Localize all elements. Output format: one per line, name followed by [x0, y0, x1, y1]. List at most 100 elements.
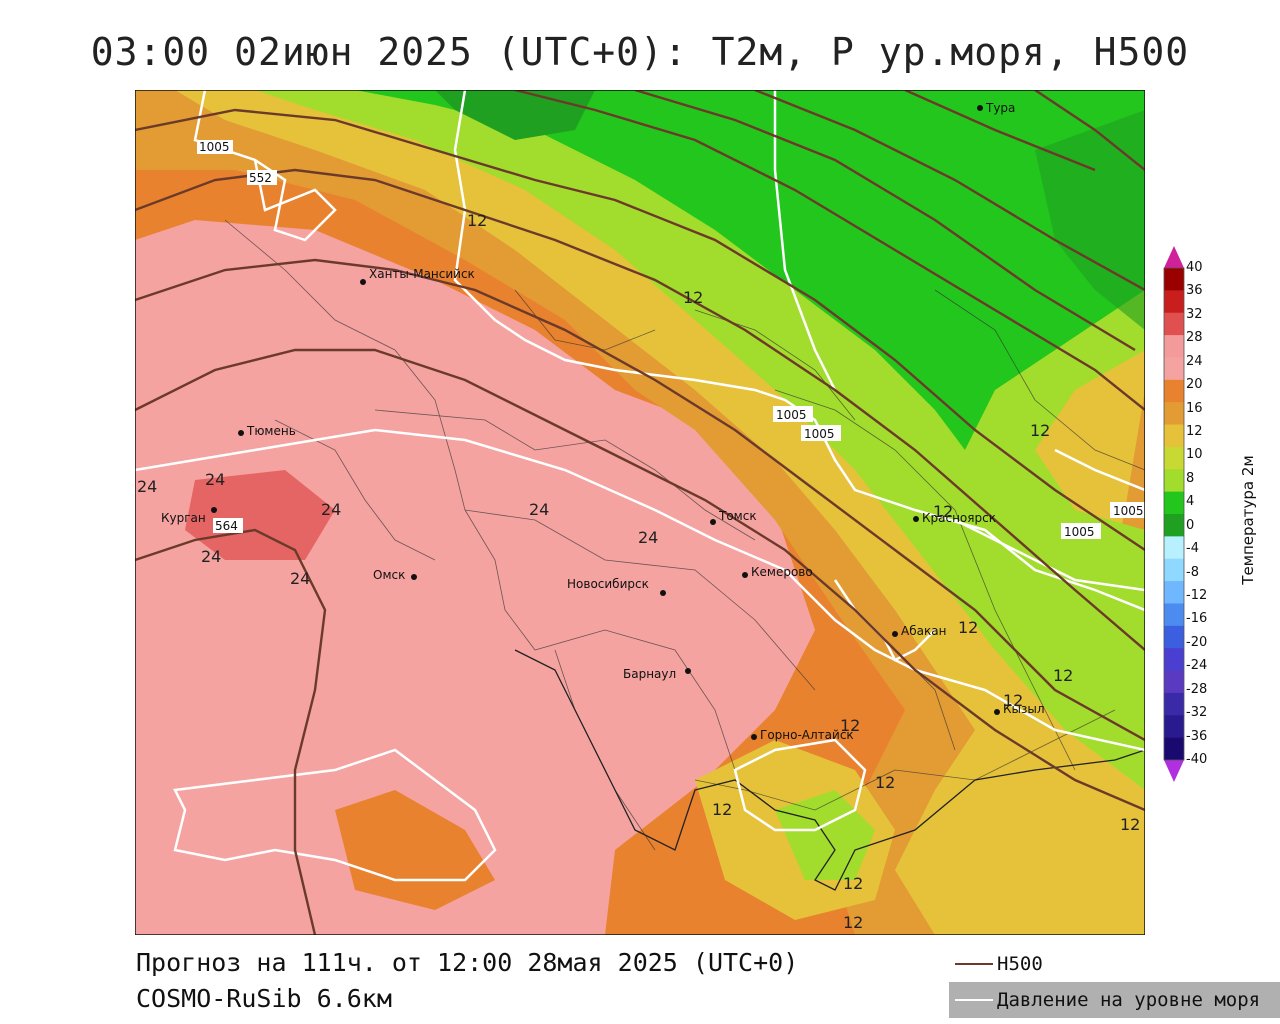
colorbar-segment [1164, 312, 1184, 336]
pressure-labels: 1005 1005 1005 1005 1005 [197, 140, 1145, 539]
colorbar-tick-label: 10 [1186, 447, 1203, 463]
temp-label: 24 [638, 528, 658, 547]
colorbar-tick-label: 4 [1186, 494, 1195, 510]
pressure-label: 1005 [1064, 525, 1095, 539]
temp-labels: 12 12 12 12 12 12 12 12 12 12 12 12 12 2… [137, 211, 1140, 932]
temp-label: 12 [840, 716, 860, 735]
temp-label: 24 [137, 477, 157, 496]
colorbar-segment [1164, 692, 1184, 716]
colorbar-tick-label: -28 [1186, 681, 1208, 697]
colorbar-segment [1164, 670, 1184, 694]
colorbar-tick-label: 8 [1186, 470, 1195, 486]
city-label-novosibirsk: Новосибирск [567, 577, 649, 591]
h500-label: 564 [215, 519, 238, 533]
colorbar-tick-label: 40 [1186, 260, 1203, 275]
colorbar-tick-label: 0 [1186, 517, 1195, 533]
city-markers [211, 105, 1000, 740]
colorbar-tick-label: -36 [1186, 728, 1208, 744]
model-info: COSMO-RuSib 6.6км [136, 984, 392, 1013]
city-label-barnaul: Барнаул [623, 667, 676, 681]
colorbar-tick-label: 36 [1186, 283, 1203, 299]
temp-label: 12 [1003, 691, 1023, 710]
city-label-tomsk: Томск [718, 509, 757, 523]
colorbar-segment [1164, 268, 1184, 291]
colorbar-tick-label: -24 [1186, 658, 1208, 674]
city-label-abakan: Абакан [901, 624, 946, 638]
colorbar-tick-label: -4 [1186, 541, 1199, 557]
colorbar-tick-label: -40 [1186, 752, 1208, 767]
colorbar-segment [1164, 335, 1184, 358]
colorbar-segment [1164, 357, 1184, 381]
colorbar-tick-label: -16 [1186, 611, 1208, 627]
colorbar-segment [1164, 603, 1184, 627]
h500-label: 552 [249, 171, 272, 185]
temp-label: 24 [321, 500, 341, 519]
city-label-kemerovo: Кемерово [751, 565, 813, 579]
temp-label: 12 [1120, 815, 1140, 834]
city-label-gorno-altaysk: Горно-Алтайск [760, 728, 854, 742]
temp-label: 24 [290, 569, 310, 588]
city-label-kurgan: Курган [161, 511, 206, 525]
temp-label: 12 [712, 800, 732, 819]
city-label-kyzyl: Кызыл [1003, 702, 1045, 716]
pressure-legend-line [955, 999, 993, 1001]
h500-labels: 552 564 [213, 170, 277, 533]
pressure-legend-box [949, 982, 1280, 1018]
colorbar-segment [1164, 536, 1184, 560]
colorbar-segment [1164, 514, 1184, 537]
temp-band-green [355, 90, 1145, 450]
h500-legend-line [955, 963, 993, 965]
country-border [514, 649, 1145, 891]
colorbar-segment [1164, 737, 1184, 761]
temp-label: 24 [201, 547, 221, 566]
colorbar-segment [1164, 446, 1184, 470]
temp-label: 12 [843, 874, 863, 893]
temp-label: 12 [467, 211, 487, 230]
city-label-tyumen: Тюмень [246, 424, 296, 438]
colorbar-segment [1164, 290, 1184, 314]
pressure-isobars [135, 90, 1145, 882]
colorbar-label: Температура 2м [1239, 455, 1257, 585]
colorbar-segment [1164, 379, 1184, 403]
colorbar-segment [1164, 625, 1184, 649]
pressure-legend-label: Давление на уровне моря [997, 989, 1261, 1011]
colorbar-tick-label: -20 [1186, 634, 1208, 650]
weather-map: Тура Ханты-Мансийск Тюмень Курган Омск Т… [135, 90, 1145, 935]
colorbar-tick-label: 24 [1186, 353, 1203, 369]
h500-legend-label: H500 [997, 953, 1043, 975]
colorbar-tick-label: 12 [1186, 424, 1203, 439]
temperature-colorbar [1163, 246, 1185, 782]
colorbar-tick-label: 20 [1186, 377, 1203, 393]
forecast-info: Прогноз на 111ч. от 12:00 28мая 2025 (UT… [136, 948, 799, 977]
colorbar-segment [1164, 648, 1184, 672]
temp-label: 12 [1030, 421, 1050, 440]
colorbar-tick-label: 32 [1186, 306, 1203, 322]
colorbar-tick-label: -32 [1186, 705, 1208, 721]
city-labels: Тура Ханты-Мансийск Тюмень Курган Омск Т… [161, 101, 1045, 742]
colorbar-segment [1164, 581, 1184, 604]
pressure-label: 1005 [1113, 504, 1144, 518]
pressure-label: 1005 [199, 140, 230, 154]
city-label-krasnoyarsk: Красноярск [922, 511, 996, 525]
colorbar-segment [1164, 558, 1184, 582]
temp-label: 12 [875, 773, 895, 792]
city-label-khanty-mansiysk: Ханты-Мансийск [369, 267, 475, 281]
h500-contours [135, 90, 1145, 935]
colorbar-tick-label: -12 [1186, 588, 1208, 603]
pressure-label: 1005 [776, 408, 807, 422]
colorbar-segment [1164, 402, 1184, 426]
temp-label: 24 [205, 470, 225, 489]
temp-label: 12 [683, 288, 703, 307]
temp-label: 12 [843, 913, 863, 932]
pressure-label: 1005 [804, 427, 835, 441]
temp-band-darkgreen [435, 90, 595, 140]
temp-label: 12 [1053, 666, 1073, 685]
map-title: 03:00 02июн 2025 (UTC+0): T2м, P ур.моря… [90, 30, 1190, 74]
temp-label: 24 [529, 500, 549, 519]
temp-patch-warm-west [185, 470, 335, 560]
colorbar-segment [1164, 491, 1184, 515]
colorbar-segment [1164, 715, 1184, 739]
colorbar-tick-label: 16 [1186, 400, 1203, 416]
temp-label: 12 [933, 502, 953, 521]
colorbar-segment [1164, 469, 1184, 493]
